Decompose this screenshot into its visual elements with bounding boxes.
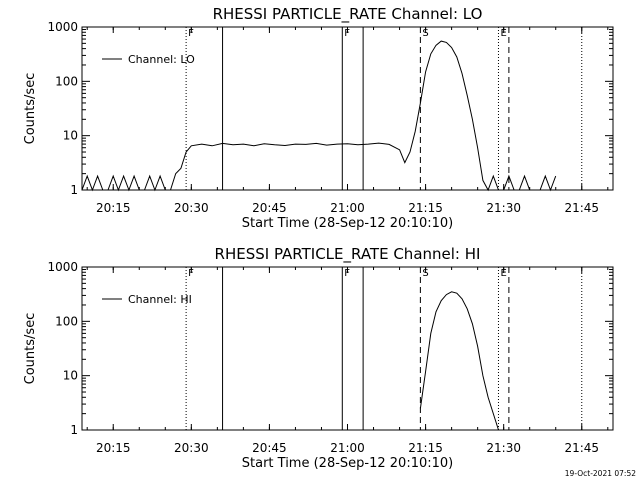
series-line [419, 291, 499, 431]
render-timestamp: 19-Oct-2021 07:52 [565, 469, 636, 478]
y-axis-title: Counts/sec [23, 73, 38, 145]
x-tick-label: 20:15 [96, 201, 131, 215]
x-tick-label: 21:00 [330, 441, 365, 455]
chart-lo: RHESSI PARTICLE_RATE Channel: LO 20:15 20:… [23, 5, 614, 231]
y-tick-label: 1 [70, 183, 78, 197]
event-marker-label: E [500, 268, 506, 279]
event-marker-label: E [500, 28, 506, 39]
event-marker-label: S [422, 268, 428, 279]
event-marker-label: F [344, 28, 350, 39]
legend-label: Channel: HI [128, 293, 192, 306]
x-tick-label: 20:30 [174, 441, 209, 455]
chart-hi: RHESSI PARTICLE_RATE Channel: HI 20:15 20:… [23, 245, 614, 471]
x-tick-label: 21:00 [330, 201, 365, 215]
event-marker-label: F [188, 28, 194, 39]
x-tick-label: 20:15 [96, 441, 131, 455]
x-tick-label: 20:45 [252, 441, 287, 455]
event-marker-label: S [422, 28, 428, 39]
event-marker-label: F [344, 268, 350, 279]
y-tick-label: 1 [70, 423, 78, 437]
plot-frame [81, 266, 614, 431]
legend-label: Channel: LO [128, 53, 195, 66]
y-axis-title: Counts/sec [23, 313, 38, 385]
event-marker-label: F [188, 268, 194, 279]
series-line [81, 40, 557, 192]
y-tick-label: 1000 [47, 260, 78, 274]
plot-frame [81, 26, 614, 191]
x-tick-label: 21:15 [408, 201, 443, 215]
x-tick-label: 21:15 [408, 441, 443, 455]
x-axis-title: Start Time (28-Sep-12 20:10:10) [242, 216, 453, 231]
y-tick-label: 10 [63, 369, 78, 383]
y-tick-label: 10 [63, 129, 78, 143]
y-tick-label: 100 [55, 74, 78, 88]
x-tick-label: 21:45 [564, 441, 599, 455]
y-tick-label: 1000 [47, 20, 78, 34]
x-axis-title: Start Time (28-Sep-12 20:10:10) [242, 456, 453, 471]
chart-title: RHESSI PARTICLE_RATE Channel: HI [215, 245, 481, 264]
chart-title: RHESSI PARTICLE_RATE Channel: LO [213, 5, 483, 24]
x-tick-label: 21:30 [486, 441, 521, 455]
x-tick-label: 21:45 [564, 201, 599, 215]
y-tick-label: 100 [55, 314, 78, 328]
x-tick-label: 20:30 [174, 201, 209, 215]
x-tick-label: 21:30 [486, 201, 521, 215]
x-tick-label: 20:45 [252, 201, 287, 215]
